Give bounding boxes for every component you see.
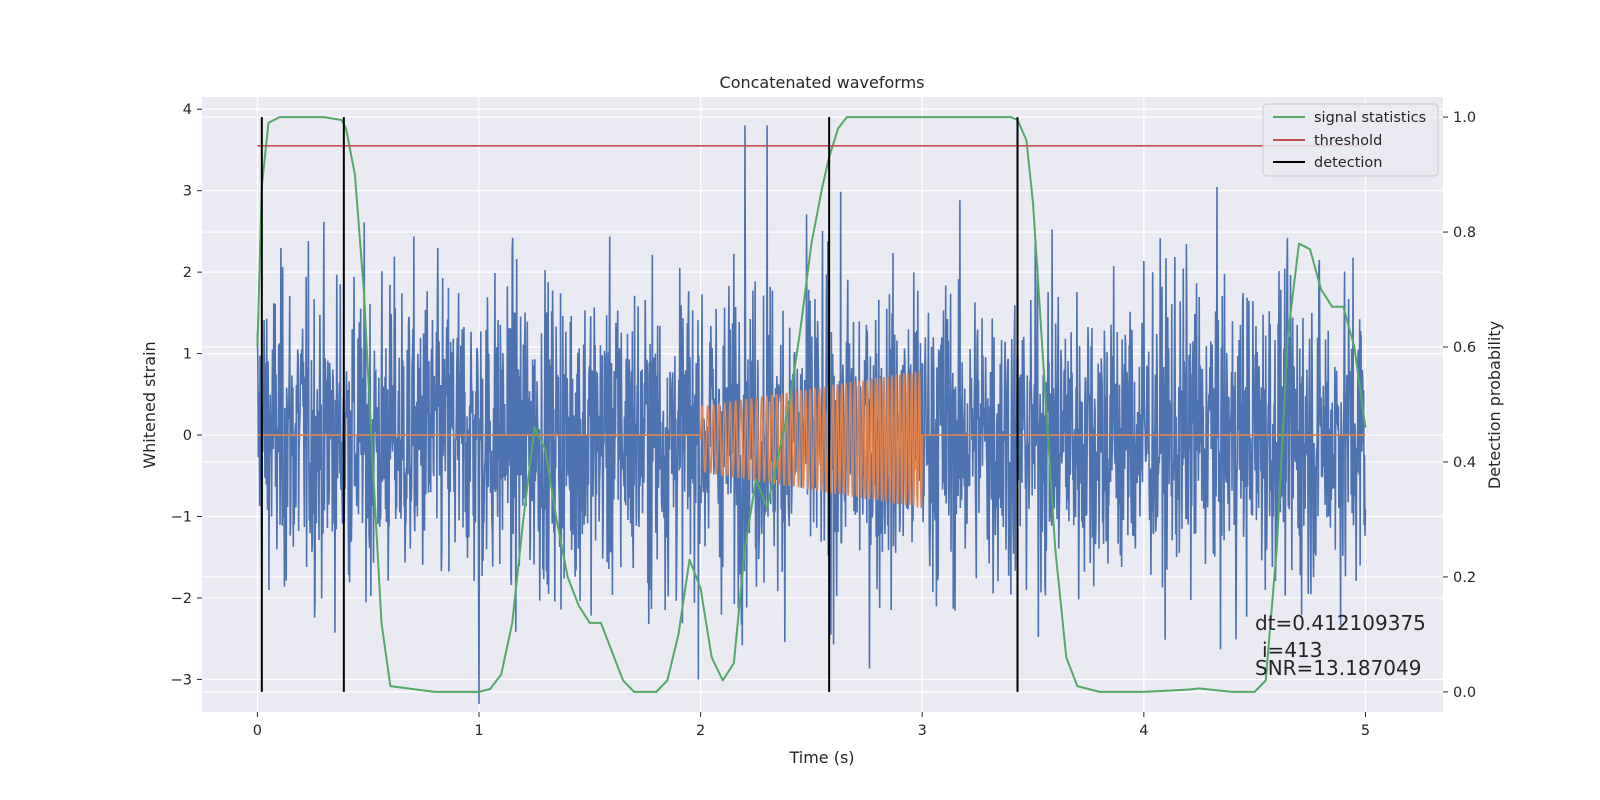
x-axis-label: Time (s) [788, 748, 854, 767]
annotation-index: i=413 [1262, 638, 1323, 662]
signal-statistics-series [256, 116, 1367, 693]
template-line [257, 370, 1366, 509]
y-tick-label: −1 [171, 510, 192, 526]
y2-axis-label: Detection probability [1485, 321, 1504, 489]
y2-tick-label: 0.8 [1453, 225, 1476, 241]
annotation-snr: SNR=13.187049 [1255, 656, 1421, 680]
chart-title: Concatenated waveforms [720, 73, 925, 92]
y2-tick-label: 0.0 [1453, 685, 1476, 701]
y-tick-label: 0 [183, 428, 192, 444]
legend-signal-statistics-label: signal statistics [1314, 110, 1426, 126]
y2-tick-label: 1.0 [1453, 110, 1476, 126]
x-tick-label: 2 [696, 723, 705, 739]
y2-tick-label: 0.4 [1453, 455, 1476, 471]
x-tick-label: 1 [474, 723, 483, 739]
legend-box [1262, 103, 1439, 177]
y-tick-label: 2 [183, 265, 192, 281]
x-tick-label: 0 [253, 723, 262, 739]
y-tick-label: −3 [171, 672, 192, 688]
detection-series [260, 117, 1019, 692]
legend: signal statistics threshold detection [1262, 103, 1439, 177]
signal-statistics-line [256, 116, 1367, 693]
y-tick-label: 4 [183, 102, 192, 118]
x-tick-label: 3 [918, 723, 927, 739]
axes: 0 1 2 3 4 5 −3 −2 −1 0 1 2 3 4 0.0 0.2 0.4 0.6 0.8 1.0 [171, 102, 1476, 739]
y-tick-label: 1 [183, 347, 192, 363]
y-tick-label: 3 [183, 184, 192, 200]
y2-tick-label: 0.2 [1453, 570, 1476, 586]
annotation-dt: dt=0.412109375 [1255, 611, 1426, 635]
x-tick-label: 4 [1139, 723, 1148, 739]
y-tick-label: −2 [171, 591, 192, 607]
legend-threshold-label: threshold [1314, 133, 1382, 149]
template-series [257, 370, 1366, 509]
x-tick-label: 5 [1361, 723, 1370, 739]
legend-detection-label: detection [1314, 155, 1382, 171]
y-axis-label: Whitened strain [140, 341, 159, 468]
y2-tick-label: 0.6 [1453, 340, 1476, 356]
